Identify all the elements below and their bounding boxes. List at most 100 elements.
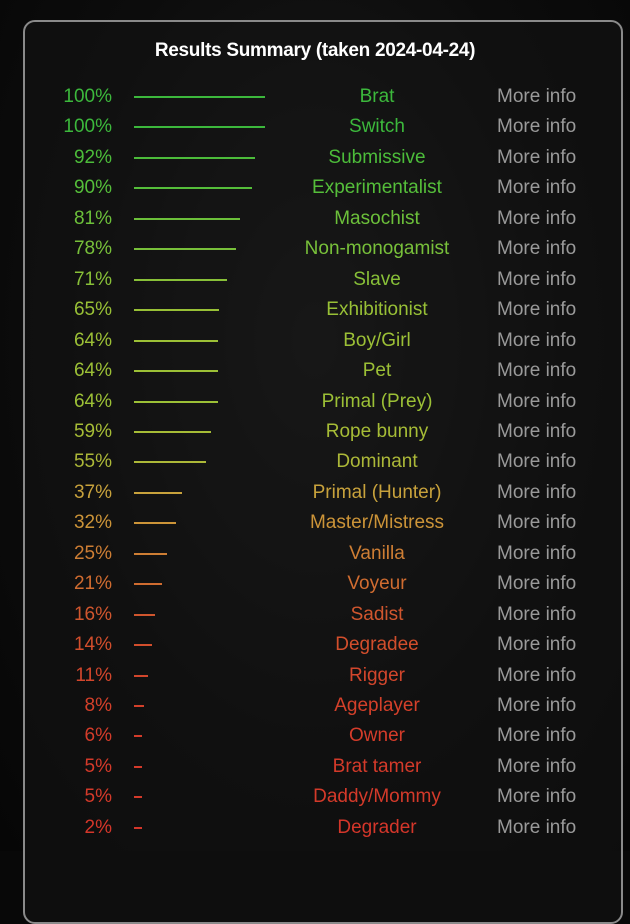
result-percent: 81% — [73, 207, 112, 229]
result-percent: 78% — [73, 238, 112, 260]
result-bar — [134, 705, 145, 707]
result-bar — [134, 278, 227, 281]
more-info-link[interactable]: More info — [497, 695, 577, 716]
result-row: 11% Rigger More info — [0, 661, 630, 691]
result-percent: 37% — [73, 481, 112, 503]
result-name[interactable]: Masochist — [334, 207, 420, 229]
result-name[interactable]: Switch — [349, 116, 405, 138]
more-info-link[interactable]: More info — [497, 238, 577, 260]
result-percent: 14% — [73, 634, 112, 656]
more-info-link[interactable]: More info — [497, 816, 577, 838]
result-name[interactable]: Rope bunny — [325, 420, 429, 442]
result-percent: 32% — [73, 512, 112, 534]
more-info-link[interactable]: More info — [497, 512, 577, 534]
result-name[interactable]: Sadist — [350, 603, 404, 625]
result-bar — [134, 430, 212, 433]
more-info-link[interactable]: More info — [497, 329, 577, 351]
result-bar — [134, 735, 142, 738]
result-percent: 90% — [73, 177, 112, 199]
result-name[interactable]: Brat tamer — [332, 755, 422, 777]
result-bar — [134, 339, 218, 342]
result-name[interactable]: Slave — [353, 268, 401, 290]
more-info-link[interactable]: More info — [497, 116, 577, 138]
more-info-link[interactable]: More info — [497, 207, 577, 229]
result-name[interactable]: Degrader — [337, 816, 417, 838]
result-bar — [134, 765, 142, 768]
result-row: 78% Non-monogamist More info — [0, 234, 630, 264]
result-name[interactable]: Brat — [359, 86, 395, 107]
more-info-link[interactable]: More info — [497, 268, 577, 290]
more-info-link[interactable]: More info — [497, 86, 577, 107]
result-bar — [134, 552, 167, 555]
more-info-link[interactable]: More info — [497, 755, 577, 777]
more-info-link[interactable]: More info — [497, 420, 577, 442]
result-name[interactable]: Owner — [349, 725, 405, 747]
more-info-link[interactable]: More info — [497, 299, 577, 321]
result-row: 64% Boy/Girl More info — [0, 326, 630, 356]
result-name[interactable]: Vanilla — [349, 542, 405, 564]
result-name[interactable]: Primal (Hunter) — [312, 481, 442, 503]
more-info-link[interactable]: More info — [497, 177, 577, 199]
more-info-link[interactable]: More info — [497, 451, 577, 473]
more-info-link[interactable]: More info — [497, 481, 577, 503]
result-name[interactable]: Pet — [362, 360, 392, 382]
more-info-link[interactable]: More info — [497, 603, 577, 625]
result-row: 71% Slave More info — [0, 265, 630, 295]
more-info-link[interactable]: More info — [497, 725, 577, 747]
results-title: Results Summary (taken 2024-04-24) — [154, 40, 476, 61]
result-bar — [134, 217, 241, 220]
result-name[interactable]: Primal (Prey) — [321, 390, 433, 412]
result-name[interactable]: Experimentalist — [312, 177, 442, 199]
result-name[interactable]: Rigger — [349, 664, 405, 686]
more-info-link[interactable]: More info — [497, 360, 577, 382]
result-name[interactable]: Exhibitionist — [326, 299, 428, 321]
result-name[interactable]: Voyeur — [347, 573, 407, 595]
result-row: 92% Submissive More info — [0, 143, 630, 173]
result-bar — [134, 309, 220, 312]
result-row: 55% Dominant More info — [0, 447, 630, 477]
result-row: 64% Primal (Prey) More info — [0, 387, 630, 417]
result-row: 6% Owner More info — [0, 721, 630, 751]
result-percent: 21% — [73, 573, 112, 595]
result-percent: 59% — [73, 420, 112, 442]
result-percent: 55% — [73, 451, 112, 473]
result-bar — [134, 187, 252, 190]
result-bar — [134, 156, 255, 159]
result-name[interactable]: Non-monogamist — [304, 238, 450, 260]
result-row: 21% Voyeur More info — [0, 569, 630, 599]
result-percent: 2% — [84, 816, 112, 838]
more-info-link[interactable]: More info — [497, 664, 577, 686]
more-info-link[interactable]: More info — [497, 573, 577, 595]
result-percent: 100% — [63, 86, 112, 107]
result-row: 32% Master/Mistress More info — [0, 508, 630, 538]
result-bar — [134, 96, 265, 98]
result-row: 37% Primal (Hunter) More info — [0, 478, 630, 508]
result-percent: 71% — [73, 268, 112, 290]
result-percent: 16% — [73, 603, 112, 625]
result-bar — [134, 674, 149, 677]
result-name[interactable]: Boy/Girl — [343, 329, 411, 351]
result-name[interactable]: Submissive — [328, 146, 426, 168]
result-name[interactable]: Master/Mistress — [309, 512, 445, 534]
more-info-link[interactable]: More info — [497, 542, 577, 564]
result-row: 25% Vanilla More info — [0, 539, 630, 569]
more-info-link[interactable]: More info — [497, 146, 577, 168]
result-name[interactable]: Dominant — [336, 451, 418, 473]
result-bar — [134, 491, 183, 494]
result-row: 64% Pet More info — [0, 356, 630, 386]
result-percent: 64% — [73, 329, 112, 351]
more-info-link[interactable]: More info — [497, 390, 577, 412]
result-bar — [134, 583, 162, 586]
result-bar — [134, 400, 218, 403]
result-percent: 11% — [75, 664, 112, 686]
more-info-link[interactable]: More info — [497, 634, 577, 656]
result-bar — [134, 126, 265, 129]
result-name[interactable]: Ageplayer — [334, 695, 420, 716]
result-percent: 64% — [73, 390, 112, 412]
result-name[interactable]: Degradee — [335, 634, 419, 656]
result-bar — [134, 644, 153, 647]
result-row: 5% Daddy/Mommy More info — [0, 782, 630, 812]
more-info-link[interactable]: More info — [497, 786, 577, 808]
result-name[interactable]: Daddy/Mommy — [313, 786, 441, 808]
result-row: 8% Ageplayer More info — [0, 691, 630, 721]
